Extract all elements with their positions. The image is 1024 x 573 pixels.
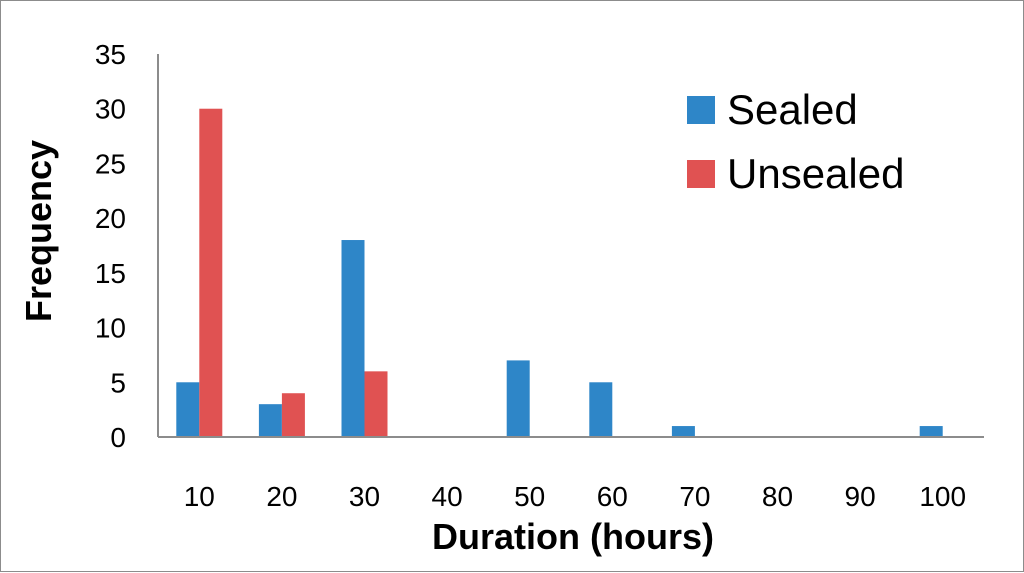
legend-label-sealed: Sealed — [727, 86, 858, 133]
bar-sealed-50 — [506, 360, 530, 437]
x-tick-label: 90 — [845, 481, 876, 512]
y-axis-title: Frequency — [18, 140, 59, 322]
y-tick-label: 0 — [110, 422, 126, 453]
bar-sealed-60 — [589, 382, 613, 437]
bar-unsealed-10 — [199, 108, 223, 437]
y-tick-label: 10 — [95, 313, 126, 344]
legend-swatch-sealed — [687, 96, 715, 124]
y-tick-labels: 0 5 10 15 20 25 30 35 — [95, 39, 126, 453]
legend: Sealed Unsealed — [687, 86, 904, 197]
bar-sealed-100 — [919, 426, 943, 437]
x-tick-label: 70 — [679, 481, 710, 512]
bar-sealed-10 — [176, 382, 200, 437]
y-tick-label: 35 — [95, 39, 126, 70]
x-tick-label: 100 — [919, 481, 966, 512]
x-tick-label: 20 — [266, 481, 297, 512]
y-tick-label: 30 — [95, 94, 126, 125]
y-tick-label: 20 — [95, 203, 126, 234]
bar-sealed-30 — [341, 240, 365, 437]
x-axis-title: Duration (hours) — [432, 516, 714, 557]
x-tick-label: 40 — [432, 481, 463, 512]
legend-swatch-unsealed — [687, 160, 715, 188]
x-tick-label: 80 — [762, 481, 793, 512]
x-tick-label: 30 — [349, 481, 380, 512]
y-tick-label: 5 — [110, 367, 126, 398]
x-tick-label: 60 — [597, 481, 628, 512]
x-tick-label: 50 — [514, 481, 545, 512]
y-tick-label: 25 — [95, 148, 126, 179]
y-tick-label: 15 — [95, 258, 126, 289]
bar-unsealed-30 — [364, 371, 388, 437]
bar-unsealed-20 — [281, 393, 305, 437]
legend-label-unsealed: Unsealed — [727, 150, 904, 197]
bars — [176, 108, 943, 437]
bar-sealed-20 — [258, 404, 282, 437]
bar-sealed-70 — [671, 426, 695, 437]
x-tick-labels: 10 20 30 40 50 60 70 80 90 100 — [184, 481, 966, 512]
x-tick-label: 10 — [184, 481, 215, 512]
